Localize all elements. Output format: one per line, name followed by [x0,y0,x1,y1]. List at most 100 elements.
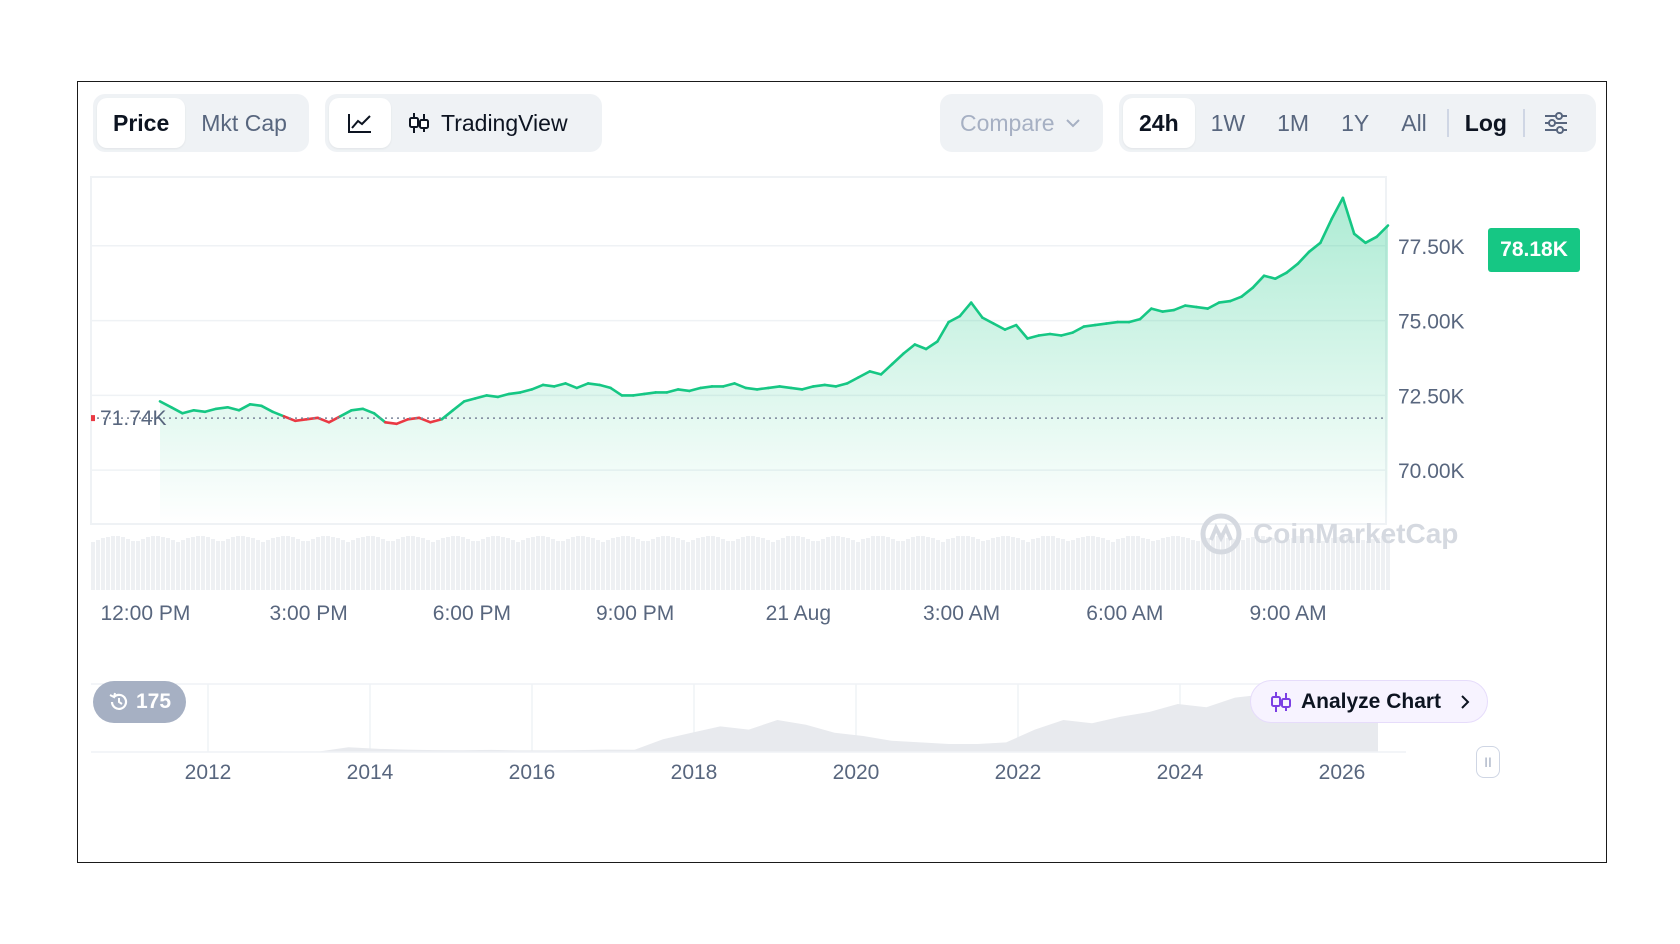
volume-bar [946,539,950,590]
volume-bar [1056,538,1060,590]
volume-bar [1066,541,1070,590]
volume-bar [1126,536,1130,590]
volume-bar [736,539,740,590]
volume-bar [111,536,115,590]
volume-bar [216,541,220,590]
volume-bar [306,541,310,590]
price-line-segment [1059,331,1074,337]
volume-bar [91,542,95,590]
price-line-segment [1217,299,1232,304]
range-all[interactable]: All [1401,109,1427,136]
analyze-chart-button[interactable]: Analyze Chart [1250,680,1488,723]
volume-bar [1171,536,1175,590]
volume-bar [476,541,480,590]
volume-bar [866,538,870,590]
volume-bar [561,541,565,590]
range-1y[interactable]: 1Y [1341,109,1370,136]
navigator-year-label: 2022 [995,761,1042,784]
range-24h[interactable]: 24h [1123,98,1195,148]
volume-bar [891,539,895,590]
volume-bar [1246,538,1250,590]
history-badge[interactable]: 175 [93,681,186,723]
navigator-handle[interactable]: II [1476,746,1500,778]
compare-button[interactable]: Compare [944,98,1097,148]
volume-bar [336,538,340,590]
volume-bar [1036,538,1040,590]
volume-bar [1286,539,1290,590]
volume-bar [341,540,345,590]
tab-mkt-cap[interactable]: Mkt Cap [201,109,287,136]
volume-bar [436,540,440,590]
sliders-icon [1544,112,1567,134]
volume-bar [1306,536,1310,590]
volume-bar [1326,540,1330,590]
volume-bar [801,537,805,590]
volume-bar [1221,536,1225,590]
volume-bar [256,540,260,590]
volume-bar [831,536,835,590]
price-chart-card: 77.50K 75.00K 72.50K 70.00K 12:00 PM 3:00 PM 6… [77,81,1607,863]
tab-price[interactable]: Price [97,98,186,148]
x-tick-label: 6:00 AM [1086,602,1163,625]
tradingview-button[interactable]: TradingView [391,98,584,148]
volume-bar [221,541,225,590]
volume-bar [771,542,775,590]
price-line-segment [181,408,196,415]
price-line-segment [1037,332,1052,337]
volume-bar [126,539,130,590]
volume-bar [1196,541,1200,590]
price-line-segment [1003,323,1018,331]
volume-bar [1296,536,1300,590]
volume-bar [826,537,830,590]
volume-bar [1176,536,1180,590]
price-line-segment [609,386,624,397]
volume-bar [776,540,780,590]
price-line-segment [237,402,252,412]
volume-bar [526,538,530,590]
price-line-segment [1093,322,1108,327]
log-toggle[interactable]: Log [1464,109,1507,136]
volume-bar [1146,539,1150,590]
range-1m[interactable]: 1M [1277,109,1310,136]
volume-bar [1061,539,1065,590]
volume-bar [1096,537,1100,590]
range-1w[interactable]: 1W [1210,109,1246,136]
volume-bar [666,536,670,590]
price-line-segment [1319,217,1333,245]
volume-bar [106,537,110,590]
volume-bar [196,536,200,590]
price-line-segment [496,392,511,399]
volume-bar [271,538,275,590]
price-line-segment [902,343,917,355]
price-line-segment [812,383,827,388]
metric-toggle: Price Mkt Cap [93,94,309,152]
volume-bar [616,537,620,590]
volume-bar [961,536,965,590]
compare-dropdown[interactable]: Compare [940,94,1103,152]
chevron-right-icon [1461,694,1470,709]
price-line-segment [755,386,770,391]
volume-bar [756,537,760,590]
chart-settings-button[interactable] [1529,98,1583,148]
volume-bar [1266,537,1270,590]
volume-bar [631,537,635,590]
volume-bar [246,537,250,590]
volume-bar [501,537,505,590]
candlestick-icon [409,113,429,133]
price-line-segment [800,385,815,391]
volume-bar [1206,538,1210,590]
line-chart-button[interactable] [329,98,391,148]
volume-bar [236,536,240,590]
volume-bar [721,539,725,590]
x-tick-label: 12:00 PM [100,602,190,625]
price-line-segment [721,382,736,388]
volume-bar [921,536,925,590]
volume-bar [206,537,210,590]
volume-bar [716,537,720,590]
volume-bar [586,537,590,590]
volume-bar [151,536,155,590]
volume-bar [281,536,285,590]
volume-bar [1011,537,1015,590]
price-line-segment [462,397,477,403]
volume-bar [1376,538,1380,590]
